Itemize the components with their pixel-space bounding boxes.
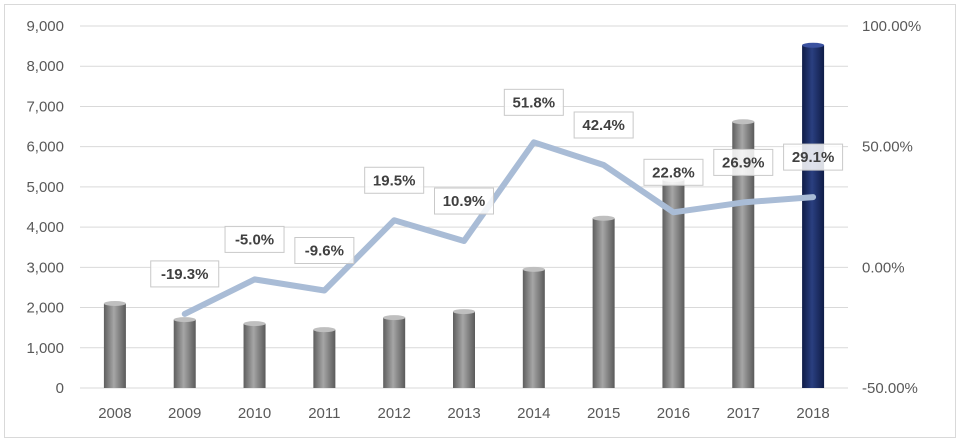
left-tick-label: 7,000 [26,98,64,115]
bar-series [103,42,825,389]
left-tick-label: 2,000 [26,300,64,317]
bar-2016 [662,179,685,388]
data-label-text: 19.5% [373,172,416,189]
x-tick-label: 2010 [238,405,271,422]
bar-2010 [243,323,266,388]
bar-cap-2017 [732,119,755,125]
bar-2012 [383,317,406,388]
gridlines [80,25,848,389]
data-label-2009: -19.3% [150,260,220,288]
data-label-2014: 51.8% [503,88,564,116]
x-tick-label: 2009 [168,405,201,422]
growth-line-series [181,139,817,317]
left-tick-label: 9,000 [26,18,64,35]
data-label-box [643,158,704,186]
x-tick-label: 2015 [587,405,620,422]
data-label-text: 10.9% [443,193,486,210]
x-tick-label: 2016 [657,405,690,422]
data-label-2018: 29.1% [783,143,844,171]
bar-2009 [173,319,196,388]
data-label-text: -19.3% [161,266,209,283]
right-tick-label: 100.00% [862,18,921,35]
data-label-text: 51.8% [513,94,556,111]
bar-2008 [103,303,126,388]
bar-cap-2018 [802,42,825,48]
bar-cap-2008 [103,301,126,307]
left-tick-label: 4,000 [26,219,64,236]
left-tick-label: 5,000 [26,179,64,196]
data-label-box [150,260,220,288]
left-tick-label: 1,000 [26,340,64,357]
data-label-box [294,237,355,265]
x-tick-label: 2011 [308,405,340,422]
bar-2013 [453,311,475,388]
data-label-text: 42.4% [582,117,625,134]
x-tick-label: 2018 [796,405,829,422]
bar-cap-2012 [383,315,406,321]
data-label-text: 26.9% [722,154,765,171]
data-label-box [434,187,494,215]
data-label-box [364,166,425,194]
right-tick-label: -50.00% [862,380,918,397]
data-label-box [783,143,844,171]
right-tick-label: 0.00% [862,259,905,276]
data-label-2016: 22.8% [643,158,704,186]
x-tick-label: 2012 [377,405,410,422]
bar-cap-2013 [453,309,475,315]
bar-cap-2015 [592,215,615,221]
data-label-text: -5.0% [235,231,274,248]
bar-2015 [592,218,615,388]
right-tick-label: 50.00% [862,139,913,156]
x-tick-label: 2008 [98,405,131,422]
data-labels: -19.3% -5.0% -9.6% 19.5% 10.9% 51.8% 42.4% 22.8… [150,88,844,288]
data-label-2012: 19.5% [364,166,425,194]
bar-2011 [313,329,336,388]
left-tick-label: 6,000 [26,139,64,156]
x-tick-label: 2017 [727,405,760,422]
left-tick-label: 8,000 [26,58,64,75]
bar-cap-2009 [173,317,196,323]
left-tick-label: 3,000 [26,259,64,276]
bar-2018 [802,45,825,388]
data-label-box [224,225,285,253]
data-label-box [713,148,774,176]
x-tick-label: 2014 [517,405,550,422]
bar-cap-2014 [522,266,545,272]
data-label-box [573,111,634,139]
data-label-2015: 42.4% [573,111,634,139]
data-label-box [503,88,564,116]
data-label-text: 29.1% [792,149,835,166]
data-label-2011: -9.6% [294,237,355,265]
right-axis-ticks: -50.00% 0.00% 50.00% 100.00% [862,18,921,397]
left-axis-ticks: 0 1,000 2,000 3,000 4,000 5,000 6,000 7,000 8,00… [26,18,64,397]
x-tick-label: 2013 [447,405,480,422]
data-label-2010: -5.0% [224,225,285,253]
left-tick-label: 0 [56,380,64,397]
bar-cap-2011 [313,327,336,333]
data-label-text: -9.6% [305,243,344,260]
x-axis-ticks: 2008 2009 2010 2011 2012 2013 2014 2015 2016 2017… [98,405,830,422]
growth-line [181,139,817,317]
bar-cap-2010 [243,321,266,327]
data-label-2017: 26.9% [713,148,774,176]
data-label-text: 22.8% [652,164,695,181]
bar-2017 [732,121,755,389]
bar-2014 [522,269,545,388]
data-label-2013: 10.9% [434,187,494,215]
